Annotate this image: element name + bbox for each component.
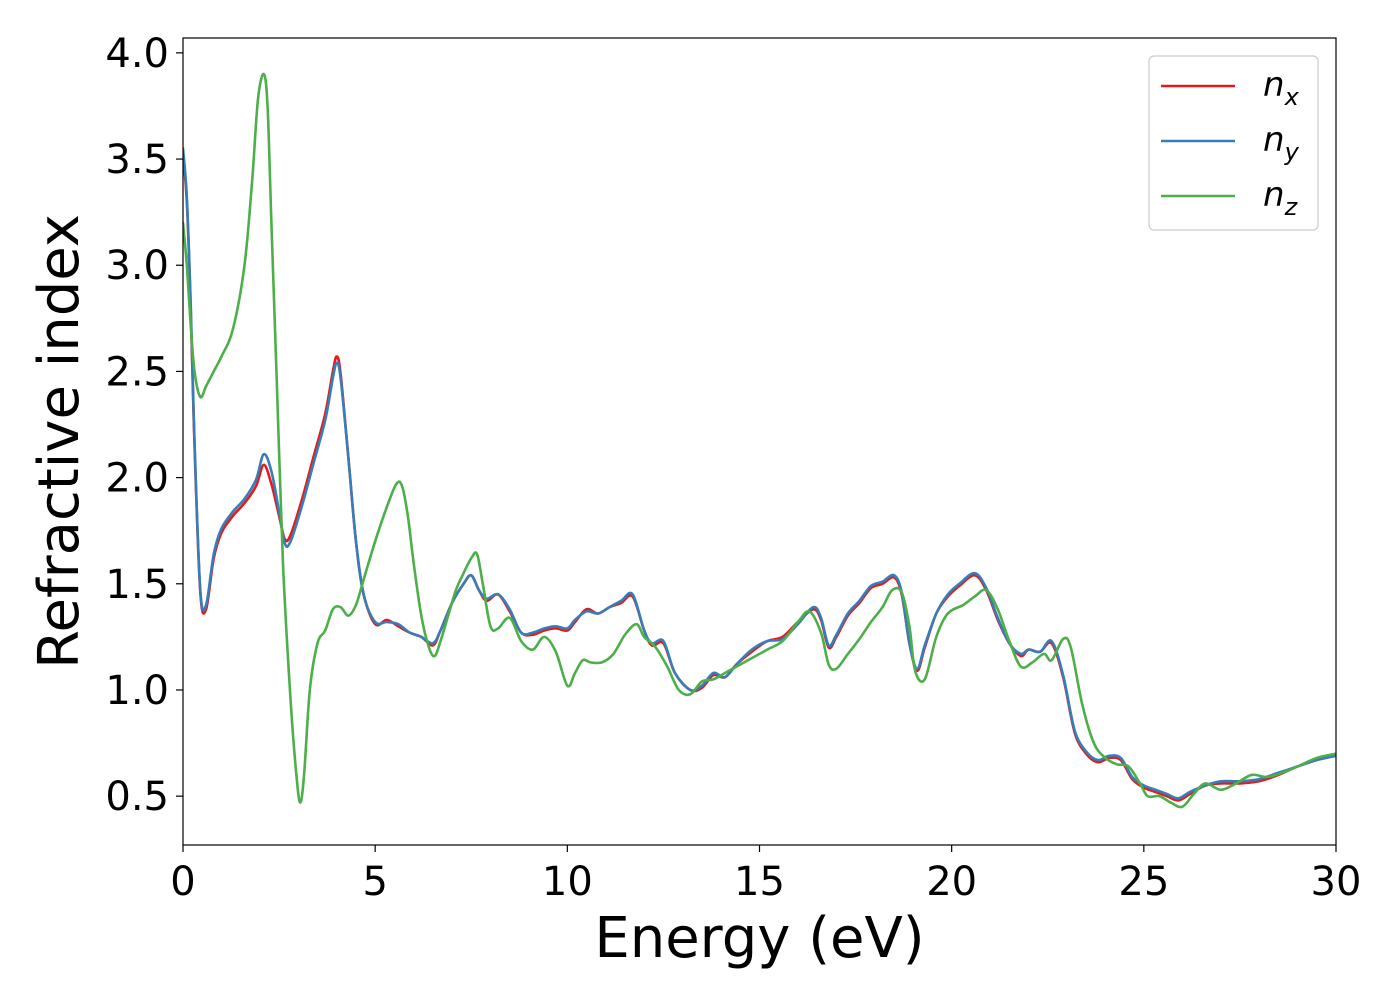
series-layer [183, 72, 1336, 809]
x-tick-label: 10 [542, 859, 593, 905]
legend-item-z: nz [1161, 175, 1299, 221]
legend-item-y: ny [1161, 120, 1300, 166]
y-tick-label: 1.0 [105, 668, 169, 714]
x-tick-label: 15 [734, 859, 785, 905]
series-line-y [183, 147, 1336, 800]
y-axis-title: Refractive index [27, 214, 92, 669]
legend-label: ny [1263, 120, 1300, 166]
x-tick-label: 0 [170, 859, 195, 905]
y-tick-label: 2.0 [105, 456, 169, 502]
x-tick-label: 25 [1118, 859, 1169, 905]
x-tick-label: 20 [926, 859, 977, 905]
x-axis-title: Energy (eV) [594, 906, 924, 971]
legend-label: nx [1263, 65, 1300, 111]
x-axis: 0 5 10 15 20 25 30 [170, 845, 1361, 905]
x-tick-label: 5 [362, 859, 387, 905]
y-tick-label: 4.0 [105, 31, 169, 77]
legend-item-x: nx [1161, 65, 1300, 111]
y-axis: 0.5 1.0 1.5 2.0 2.5 3.0 3.5 4.0 [105, 31, 183, 820]
y-tick-label: 3.0 [105, 243, 169, 289]
y-tick-label: 1.5 [105, 562, 169, 608]
legend-label: nz [1263, 175, 1299, 221]
legend-box [1148, 55, 1319, 231]
x-tick-label: 30 [1311, 859, 1362, 905]
y-tick-label: 3.5 [105, 137, 169, 183]
legend: nx ny nz [1148, 55, 1319, 231]
series-line-z [183, 72, 1336, 809]
y-tick-label: 2.5 [105, 349, 169, 395]
series-line-x [183, 153, 1336, 802]
y-tick-label: 0.5 [105, 774, 169, 820]
